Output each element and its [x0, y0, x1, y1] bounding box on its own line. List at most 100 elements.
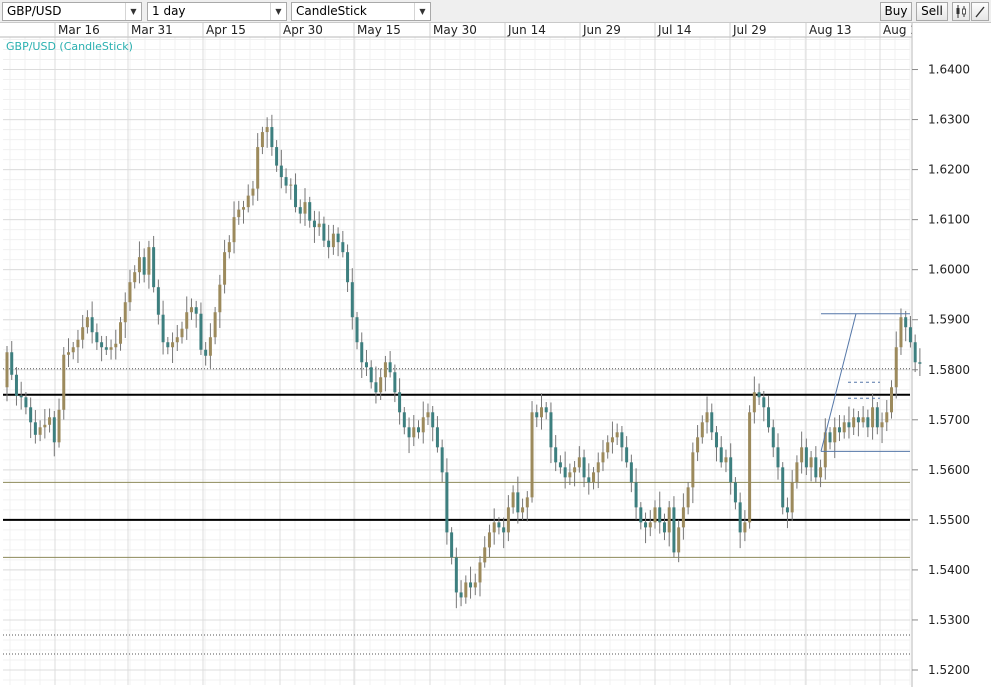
candle-body	[232, 217, 236, 243]
candle-body	[573, 467, 577, 473]
candle-body	[119, 322, 123, 344]
y-tick-label: 1.5900	[928, 313, 970, 327]
candle-body	[521, 507, 525, 513]
candle-body	[95, 332, 99, 343]
candle-body	[454, 557, 458, 593]
candle-body	[795, 462, 799, 483]
candle-body	[530, 412, 534, 498]
candle-body	[81, 327, 85, 340]
candle-body	[431, 412, 435, 428]
candle-body	[852, 417, 856, 428]
candle-body	[10, 352, 14, 375]
chevron-down-icon: ▼	[414, 3, 430, 20]
candle-body	[880, 422, 884, 428]
draw-line-button[interactable]	[971, 2, 989, 21]
candle-body	[279, 165, 283, 178]
candle-body	[819, 467, 823, 478]
candle-body	[861, 417, 865, 423]
candle-body	[350, 282, 354, 318]
candle-body	[918, 362, 922, 364]
candle-style-icon	[956, 5, 966, 18]
candle-body	[601, 452, 605, 463]
candle-body	[842, 422, 846, 433]
y-tick-label: 1.6000	[928, 263, 970, 277]
candle-body	[156, 287, 160, 315]
candle-body	[662, 522, 666, 533]
candle-body	[90, 317, 94, 333]
candle-body	[33, 422, 37, 435]
candle-body	[885, 412, 889, 423]
candle-body	[729, 457, 733, 483]
candle-body	[856, 417, 860, 423]
candle-body	[757, 392, 761, 398]
candle-body	[388, 362, 392, 373]
y-tick-label: 1.6100	[928, 213, 970, 227]
candle-body	[620, 432, 624, 448]
candle-body	[837, 427, 841, 433]
candle-body	[535, 412, 539, 418]
candle-body	[525, 497, 529, 508]
candle-body	[85, 317, 89, 328]
y-tick-label: 1.5700	[928, 413, 970, 427]
candle-body	[497, 522, 501, 528]
candlestick-chart[interactable]: Mar 16 Mar 31 Apr 15 Apr 30 May 15 May 30 Jun …	[0, 23, 991, 687]
period-select[interactable]: 1 day ▼	[147, 2, 287, 21]
candle-body	[748, 412, 752, 523]
candle-body	[289, 184, 293, 186]
candle-body	[681, 507, 685, 528]
candle-body	[346, 252, 350, 283]
chart-area[interactable]: Mar 16 Mar 31 Apr 15 Apr 30 May 15 May 30 Jun …	[0, 23, 991, 687]
candle-body	[473, 582, 477, 588]
candle-body	[402, 412, 406, 428]
candle-body	[38, 427, 42, 435]
candle-body	[71, 347, 75, 353]
candle-body	[596, 462, 600, 473]
candle-body	[677, 527, 681, 553]
candle-body	[629, 462, 633, 483]
candle-body	[14, 374, 18, 396]
candle-body	[128, 282, 132, 303]
y-axis-panel	[912, 23, 991, 687]
candle-style-button[interactable]	[952, 2, 970, 21]
candle-body	[894, 347, 898, 388]
x-tick-label: Apr 30	[283, 23, 323, 37]
candle-body	[270, 127, 274, 148]
candle-body	[421, 417, 425, 433]
x-tick-label: Aug 13	[809, 23, 852, 37]
candle-body	[331, 233, 335, 248]
candle-body	[237, 209, 241, 218]
candle-body	[185, 312, 189, 329]
candle-body	[582, 457, 586, 478]
candle-body	[152, 247, 156, 288]
candle-body	[369, 367, 373, 383]
toolbar: GBP/USD ▼ 1 day ▼ CandleStick ▼ Buy Sell	[0, 0, 991, 23]
candle-body	[189, 307, 193, 313]
buy-button[interactable]: Buy	[880, 2, 912, 21]
candle-body	[383, 362, 387, 378]
candle-body	[544, 407, 548, 413]
symbol-select-value: GBP/USD	[7, 4, 62, 18]
candle-body	[592, 472, 596, 483]
candle-body	[147, 247, 151, 275]
x-axis-strip	[0, 23, 912, 37]
candle-body	[549, 412, 553, 448]
y-tick-label: 1.5600	[928, 463, 970, 477]
candle-body	[260, 132, 264, 148]
sell-button[interactable]: Sell	[916, 2, 948, 21]
candle-body	[502, 527, 506, 533]
symbol-select[interactable]: GBP/USD ▼	[2, 2, 142, 21]
candle-body	[459, 592, 463, 598]
candle-body	[104, 347, 108, 350]
candle-body	[48, 417, 52, 425]
candle-body	[298, 207, 302, 214]
candle-body	[771, 427, 775, 448]
x-tick-label: Jul 14	[657, 23, 692, 37]
candle-body	[327, 240, 331, 248]
candle-body	[724, 457, 728, 463]
candle-body	[450, 532, 454, 558]
chart-type-select[interactable]: CandleStick ▼	[291, 2, 431, 21]
candle-body	[364, 362, 368, 368]
candle-body	[336, 233, 340, 243]
chevron-down-icon: ▼	[125, 3, 141, 20]
candle-body	[469, 582, 473, 588]
